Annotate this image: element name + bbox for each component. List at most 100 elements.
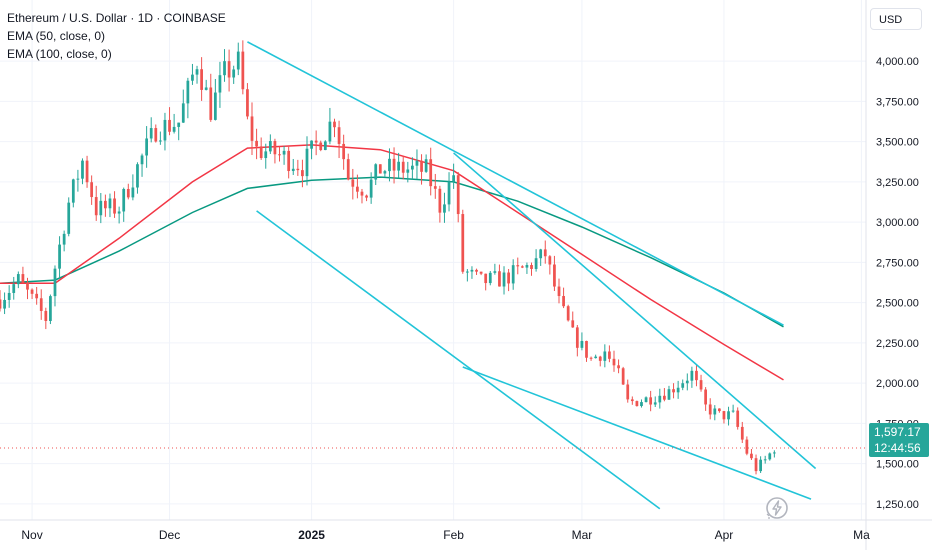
- candle: [282, 145, 286, 165]
- candle: [411, 157, 414, 180]
- currency-button[interactable]: USD: [870, 8, 922, 30]
- candle-body: [122, 188, 126, 212]
- price-tick-label: 3,000.00: [876, 217, 919, 229]
- price-tick-label: 2,750.00: [876, 257, 919, 269]
- lightning-icon[interactable]: [763, 494, 791, 522]
- candle: [447, 172, 451, 212]
- candle: [16, 271, 20, 289]
- candle-body: [525, 265, 529, 268]
- candle-body: [108, 198, 112, 209]
- candle: [635, 400, 639, 407]
- candle-body: [548, 256, 552, 265]
- candle-body: [71, 179, 75, 203]
- candle: [218, 61, 222, 108]
- candle: [140, 153, 144, 177]
- candle-body: [296, 168, 300, 171]
- candle-body: [383, 171, 387, 174]
- candle: [392, 147, 396, 184]
- candle-body: [475, 269, 478, 272]
- price-tick-label: 3,750.00: [876, 96, 919, 108]
- candle: [772, 450, 776, 458]
- candle-body: [12, 284, 16, 293]
- candle: [658, 388, 662, 409]
- candle-body: [465, 271, 469, 273]
- candle: [21, 266, 25, 284]
- candle-body: [0, 299, 2, 309]
- candle: [740, 421, 744, 444]
- candle-body: [181, 103, 185, 123]
- candle-body: [378, 164, 382, 174]
- candle-body: [539, 249, 543, 259]
- time-tick-label: Mar: [572, 528, 593, 542]
- candle-body: [768, 453, 772, 460]
- trendline-group[interactable]: [247, 41, 817, 510]
- candle: [672, 383, 675, 399]
- candle-body: [603, 351, 607, 361]
- candle-body: [429, 159, 433, 187]
- candle: [663, 388, 666, 402]
- candle: [498, 264, 501, 287]
- candle-body: [520, 266, 524, 268]
- candle-body: [301, 170, 304, 177]
- candle: [305, 136, 309, 186]
- candle-body: [511, 265, 515, 284]
- candle: [534, 249, 538, 272]
- candle: [603, 344, 607, 368]
- chart-legend: Ethereum / U.S. Dollar · 1D · COINBASE E…: [7, 9, 226, 63]
- time-axis[interactable]: Nov Dec 2025 Feb Mar Apr Ma: [21, 528, 870, 542]
- candle-body: [268, 141, 272, 152]
- candle: [722, 410, 726, 424]
- candle-body: [447, 181, 451, 205]
- candle-body: [39, 298, 43, 311]
- bar-countdown: 12:44:56: [874, 441, 921, 455]
- candle: [104, 194, 107, 217]
- ema50-legend[interactable]: EMA (50, close, 0): [7, 29, 106, 43]
- candle-body: [553, 264, 556, 287]
- candle: [246, 83, 249, 120]
- candle: [328, 107, 332, 145]
- price-tick-label: 3,500.00: [876, 137, 919, 149]
- candle: [319, 140, 323, 152]
- candle: [502, 266, 506, 295]
- candle: [241, 40, 245, 95]
- time-tick-label: 2025: [298, 528, 325, 542]
- candle: [681, 379, 685, 391]
- candle-body: [594, 356, 598, 359]
- candle-body: [58, 244, 61, 269]
- candle-body: [612, 358, 616, 366]
- candle-body: [149, 128, 153, 139]
- candle: [323, 140, 327, 151]
- candle: [626, 379, 630, 403]
- time-tick-label: Ma: [853, 528, 870, 542]
- candle: [99, 192, 103, 224]
- candle: [296, 159, 300, 176]
- candle: [589, 356, 593, 361]
- candle: [81, 158, 84, 185]
- candle-body: [763, 459, 767, 461]
- candle: [136, 162, 139, 194]
- price-tick-label: 2,000.00: [876, 378, 919, 390]
- symbol-title[interactable]: Ethereum / U.S. Dollar · 1D · COINBASE: [7, 11, 226, 25]
- candle-body: [617, 365, 620, 369]
- candle: [337, 120, 341, 159]
- candle: [580, 332, 584, 351]
- candle: [690, 366, 694, 388]
- candle-body: [754, 458, 758, 472]
- candle: [718, 408, 721, 413]
- candle-body: [213, 92, 217, 120]
- ema100-legend[interactable]: EMA (100, close, 0): [7, 47, 112, 61]
- candle-body: [695, 370, 698, 381]
- candle: [768, 452, 772, 461]
- time-tick-label: Nov: [21, 528, 42, 542]
- candle-body: [186, 80, 190, 104]
- candle-body: [772, 452, 776, 454]
- candle-body: [740, 426, 744, 440]
- candle-body: [250, 116, 254, 141]
- candle-body: [745, 439, 749, 454]
- candle: [58, 236, 61, 279]
- candle-body: [470, 269, 474, 272]
- candle-body: [204, 87, 208, 90]
- candle: [122, 187, 126, 222]
